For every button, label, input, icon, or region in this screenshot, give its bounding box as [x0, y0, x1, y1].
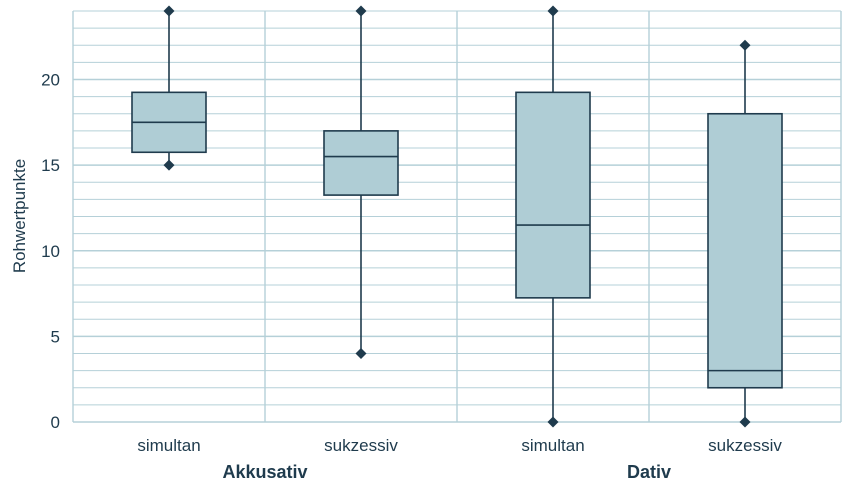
box-3: [707, 39, 783, 428]
y-tick-label: 20: [41, 71, 60, 90]
x-category-label: simultan: [521, 436, 584, 455]
box-iqr: [707, 112, 783, 389]
y-axis-title: Rohwertpunkte: [10, 159, 29, 273]
x-category-label: sukzessiv: [708, 436, 782, 455]
box-iqr: [323, 130, 399, 196]
x-group-label: Akkusativ: [222, 462, 307, 482]
box-iqr: [515, 91, 591, 299]
x-category-label: sukzessiv: [324, 436, 398, 455]
whisker-max-marker: [739, 39, 751, 51]
whisker-max-marker: [547, 5, 559, 17]
y-tick-label: 10: [41, 242, 60, 261]
whisker-min-marker: [355, 348, 367, 359]
label-layer: 0 5 10 15 20 simultan sukzessiv simultan sukzess…: [41, 71, 782, 483]
box-1: [323, 5, 399, 359]
box-2: [515, 5, 591, 428]
y-tick-label: 0: [51, 413, 60, 432]
whisker-min-marker: [163, 159, 175, 171]
box-layer: [131, 5, 783, 428]
x-group-label: Dativ: [627, 462, 671, 482]
y-tick-label: 5: [51, 327, 60, 346]
y-tick-label: 15: [41, 156, 60, 175]
whisker-max-marker: [355, 5, 367, 17]
x-category-label: simultan: [137, 436, 200, 455]
whisker-max-marker: [163, 5, 175, 17]
whisker-min-marker: [739, 416, 751, 428]
whisker-min-marker: [547, 416, 559, 428]
box-0: [131, 5, 207, 171]
